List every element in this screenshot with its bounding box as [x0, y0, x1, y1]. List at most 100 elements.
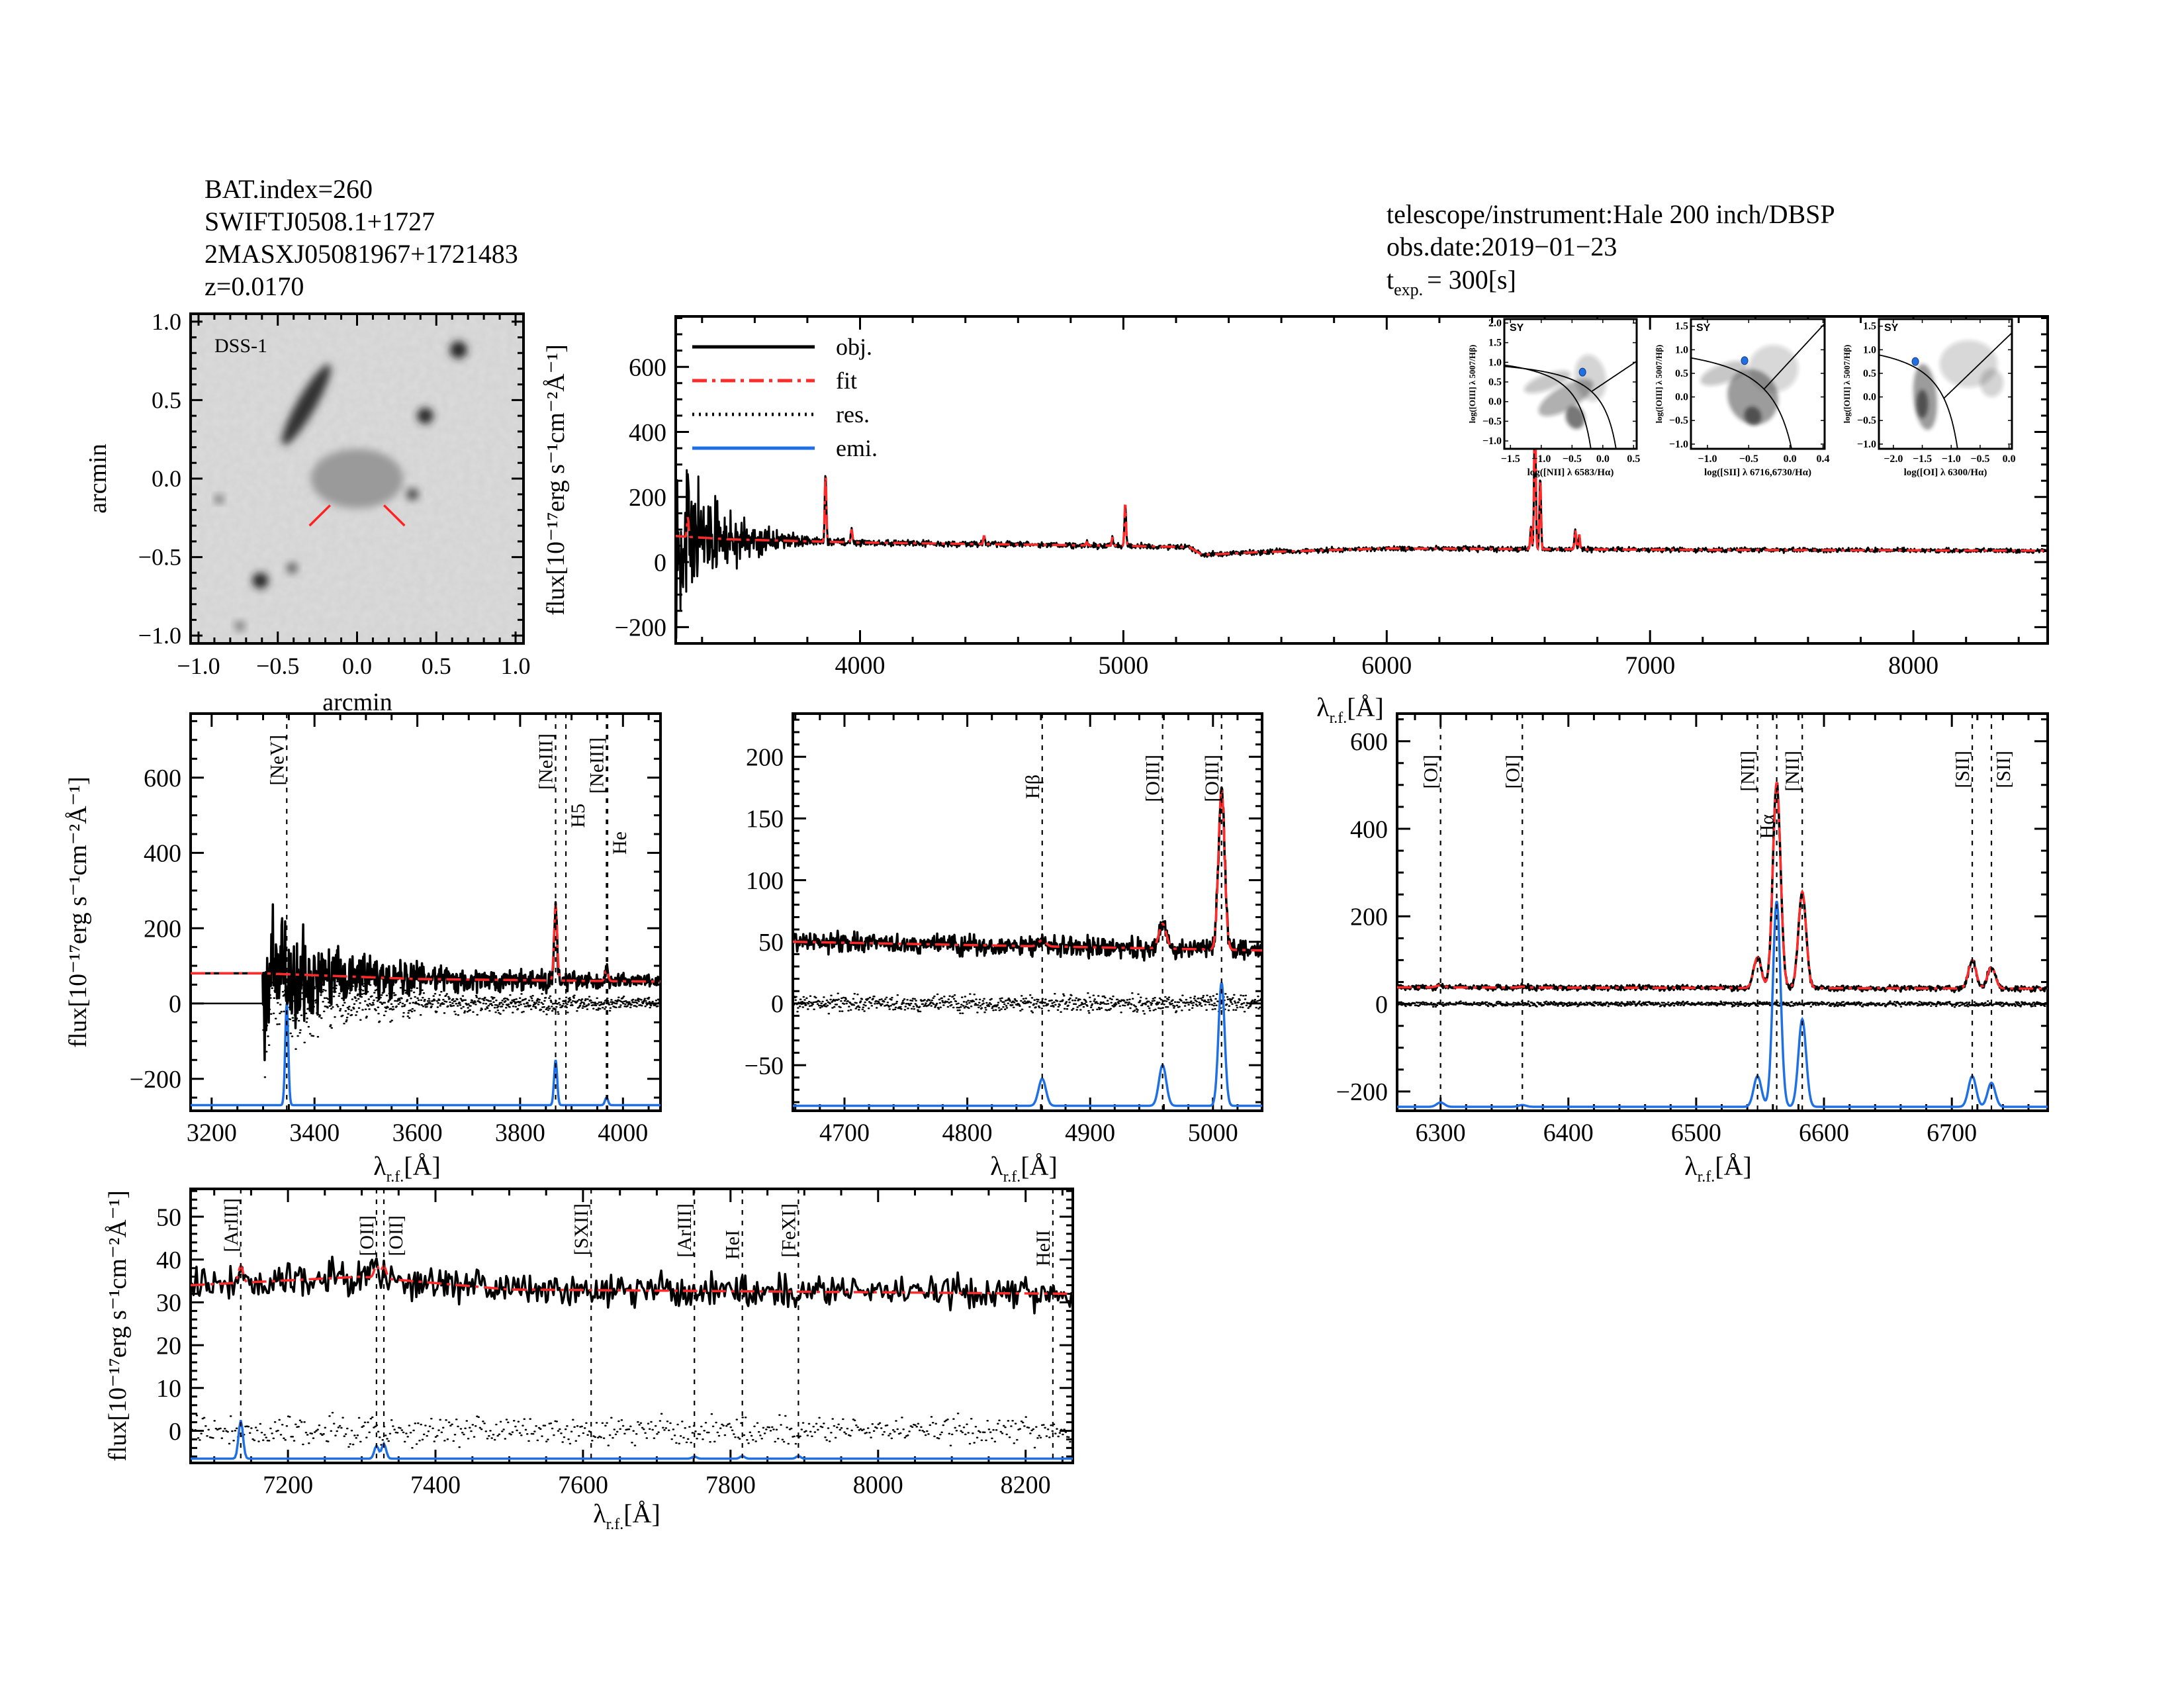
density-contour	[1700, 361, 1748, 386]
angstrom-unit: [Å]	[1347, 692, 1384, 722]
line-label: [OIII]	[1201, 755, 1223, 802]
axis-ticks	[191, 1189, 1073, 1463]
x-tick-label: −1.0	[1942, 453, 1961, 465]
lambda-symbol: λ	[990, 1151, 1003, 1181]
line-label: [ArIII]	[220, 1198, 242, 1252]
y-tick-label: 40	[156, 1246, 181, 1274]
plot-frame	[1690, 318, 1826, 450]
y-axis-label: log([OIII] λ 5007/Hβ)	[1842, 345, 1852, 424]
y-tick-label: −1.0	[1482, 436, 1502, 447]
overview-spectrum-panel: 4000 5000 6000 7000 8000 −200 0 200 400 600 λr.f.[…	[542, 315, 2049, 727]
legend-entry: obj.	[836, 334, 872, 360]
lambda-symbol: λ	[1684, 1151, 1698, 1181]
fit-series	[1397, 782, 2048, 990]
line-label: HeI	[722, 1230, 744, 1260]
residual-series	[793, 992, 1262, 1015]
y-tick-label: −0.5	[1482, 416, 1502, 427]
residual-series	[191, 1411, 1073, 1449]
demarcation-line	[1504, 364, 1592, 449]
x-tick-label: 6500	[1671, 1119, 1721, 1147]
y-axis-label: flux[10⁻¹⁷erg s⁻¹cm⁻²Å⁻¹]	[104, 1190, 132, 1462]
swift-name: SWIFTJ0508.1+1727	[205, 207, 435, 236]
y-tick-label: 0.0	[152, 465, 181, 492]
sky-source	[235, 621, 245, 631]
x-axis-label: log([OI] λ 6300/Hα)	[1904, 467, 1987, 478]
redshift: z=0.0170	[205, 271, 304, 301]
y-tick-label: 0.0	[1863, 392, 1876, 403]
demarcation-line	[1691, 357, 1793, 449]
y-tick-label: 1.5	[1863, 321, 1876, 332]
classification-label: SY	[1696, 322, 1711, 334]
line-markers: [NeV] [NeIII] H5 [NeIII] He	[266, 714, 631, 1111]
x-tick-label: 0.5	[1627, 453, 1640, 465]
telescope-instrument: telescope/instrument:Hale 200 inch/DBSP	[1387, 199, 1835, 229]
y-tick-label: −200	[615, 614, 666, 642]
line-label: [OII]	[356, 1215, 378, 1256]
x-tick-label: 8000	[853, 1472, 903, 1499]
x-tick-label: 5000	[1098, 652, 1148, 680]
angstrom-unit: [Å]	[1021, 1151, 1058, 1181]
sky-source	[417, 408, 433, 424]
density-contour	[1916, 389, 1929, 418]
line-label: Hβ	[1022, 774, 1044, 799]
y-tick-label: 200	[144, 915, 181, 943]
residual-series	[1397, 1000, 2048, 1008]
line-label: [OI]	[1502, 755, 1524, 789]
rest-frame-subscript: r.f.	[606, 1516, 624, 1533]
y-tick-label: −200	[130, 1066, 181, 1094]
texp-subscript: exp.	[1394, 280, 1423, 299]
x-tick-label: −0.5	[256, 653, 299, 679]
classification-label: SY	[1884, 322, 1899, 334]
y-axis-label: flux[10⁻¹⁷erg s⁻¹cm⁻²Å⁻¹]	[64, 776, 92, 1048]
y-tick-label: 600	[629, 353, 666, 381]
plot-frame	[792, 712, 1263, 1112]
x-tick-label: 0.0	[1784, 453, 1797, 465]
demarcation-line	[1592, 360, 1637, 392]
lambda-symbol: λ	[373, 1151, 387, 1181]
x-tick-label: 7200	[263, 1472, 313, 1499]
axis-ticks	[1397, 714, 2048, 1111]
emission-series	[191, 1003, 660, 1107]
x-tick-label: 3800	[495, 1119, 545, 1147]
observed-series	[676, 403, 2048, 639]
line-markers: [OI] [OI] [NII] Hα [NII] [SII] [SII]	[1420, 714, 2015, 1111]
y-tick-label: 100	[746, 867, 784, 895]
y-tick-label: 1.5	[1675, 321, 1688, 332]
line-label: [NeV]	[266, 735, 288, 786]
observed-series	[1397, 782, 2048, 994]
legend-entry: res.	[836, 401, 870, 428]
y-axis-label: log([OIII] λ 5007/Hβ)	[1467, 345, 1477, 424]
y-tick-label: 20	[156, 1332, 181, 1360]
density-contour	[1524, 371, 1571, 393]
line-label: HeII	[1032, 1230, 1054, 1266]
line-label: [NeIII]	[535, 733, 557, 790]
x-axis-label: λr.f.[Å]	[373, 1151, 441, 1186]
x-tick-label: −0.5	[1739, 453, 1758, 465]
x-axis-label: λr.f.[Å]	[593, 1499, 660, 1533]
rest-frame-subscript: r.f.	[1698, 1168, 1715, 1186]
emission-series	[793, 982, 1262, 1107]
y-tick-label: 1.0	[1488, 357, 1502, 368]
x-tick-label: 7000	[1625, 652, 1675, 680]
target-marker	[308, 504, 406, 527]
x-tick-label: 6300	[1416, 1119, 1466, 1147]
plot-frame	[189, 1188, 1074, 1464]
y-tick-label: 0.5	[1863, 368, 1876, 379]
sky-source	[449, 341, 467, 359]
residual-series	[191, 943, 660, 1078]
dss-image-panel: −1.0 −0.5 0.0 0.5 1.0 −1.0 −0.5 0.0 0.5 1.0 DSS-1 a…	[84, 308, 531, 716]
sky-source	[281, 364, 331, 445]
legend-entry: fit	[836, 367, 857, 394]
axis-ticks	[793, 714, 1263, 1111]
y-tick-label: 2.0	[1488, 318, 1502, 329]
y-axis-label: log([OIII] λ 5007/Hβ)	[1654, 345, 1664, 424]
x-tick-label: −1.5	[1913, 453, 1932, 465]
x-tick-label: 7600	[558, 1472, 608, 1499]
line-label: He	[609, 831, 631, 855]
axis-ticks	[191, 314, 523, 643]
x-tick-label: −0.5	[1563, 453, 1582, 465]
line-label: [ArIII]	[674, 1203, 696, 1258]
